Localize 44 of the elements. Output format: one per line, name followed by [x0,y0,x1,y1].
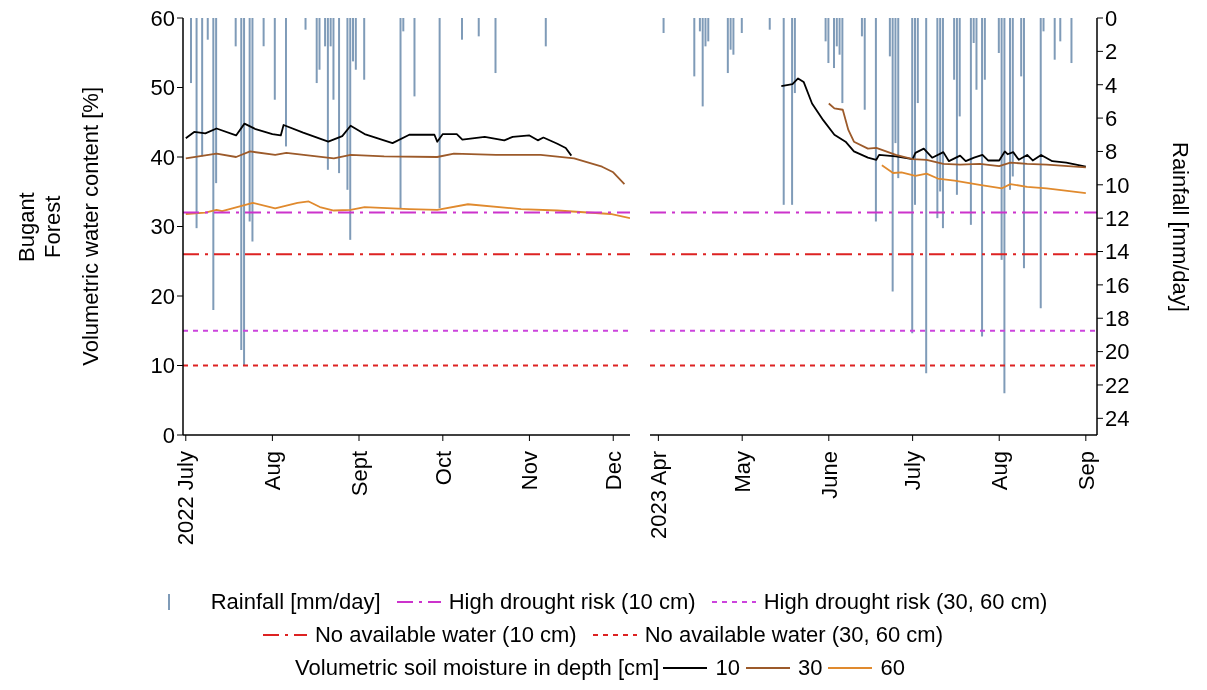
y-axis-title: Volumetric water content [%] [78,87,104,366]
legend-label: High drought risk (10 cm) [448,588,696,616]
y-tick-label: 40 [150,144,175,170]
legend-label: Rainfall [mm/day] [210,588,381,616]
x-tick-label: 2022 July [173,451,199,546]
x-tick-label: Aug [260,451,286,491]
x-tick-label: July [900,451,926,491]
text: Bugant Forest [14,190,66,264]
y2-tick-label: 4 [1105,72,1118,98]
y2-tick-label: 0 [1105,5,1118,31]
legend-label: No available water (10 cm) [314,621,577,649]
y2-tick-label: 18 [1105,306,1130,332]
x-tick-label: June [816,451,842,499]
y-tick-label: 60 [150,5,175,31]
y-tick-label: 10 [150,353,175,379]
legend-label: High drought risk (30, 60 cm) [763,588,1048,616]
y2-axis-title: Rainfall [mm/day] [1167,141,1193,312]
y-tick-label: 20 [150,283,175,309]
y2-tick-label: 12 [1105,205,1130,231]
x-tick-label: Aug [986,451,1012,491]
x-tick-label: Oct [430,451,456,486]
y2-tick-label: 14 [1105,239,1130,265]
y2-tick-label: 8 [1105,139,1118,165]
legend-label: 60 [880,654,905,682]
y-tick-label: 50 [150,75,175,101]
y2-tick-label: 16 [1105,272,1130,298]
y2-tick-label: 24 [1105,406,1130,432]
y2-tick-label: 20 [1105,339,1130,365]
legend-label: No available water (30, 60 cm) [644,621,944,649]
legend-label: 30 [797,654,823,682]
x-tick-label: May [729,451,755,493]
y2-tick-label: 2 [1105,39,1118,65]
x-tick-label: Nov [517,451,543,491]
legend-title: Volumetric soil moisture in depth [cm] [295,654,660,682]
y2-tick-label: 22 [1105,372,1130,398]
x-tick-label: Sep [1073,451,1099,491]
y-tick-label: 0 [162,422,175,448]
x-tick-label: Dec [600,451,626,491]
y2-tick-label: 6 [1105,105,1118,131]
x-tick-label: 2023 Apr [646,451,672,540]
x-tick-label: Sept [346,451,372,497]
y2-tick-label: 10 [1105,172,1130,198]
y-tick-label: 30 [150,214,175,240]
legend-label: 10 [715,654,740,682]
